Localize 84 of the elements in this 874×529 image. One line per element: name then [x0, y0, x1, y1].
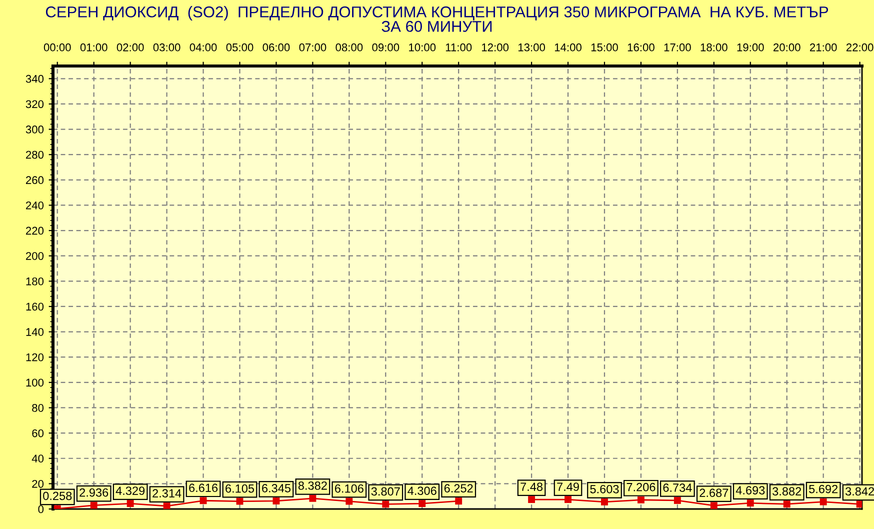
data-label: 4.693 — [736, 486, 765, 494]
x-tick-label: 11:00 — [446, 43, 472, 52]
point — [856, 500, 862, 508]
point — [564, 496, 572, 503]
y-tick-label: 340 — [26, 74, 44, 83]
x-tick-label: 01:00 — [80, 43, 108, 52]
x-tick-label: 22:00 — [846, 43, 874, 52]
x-tick-label: 07:00 — [299, 43, 326, 52]
point — [528, 496, 536, 504]
data-label: 6.252 — [444, 484, 473, 493]
x-tick-label: 04:00 — [190, 43, 217, 52]
data-label: 7.49 — [557, 482, 579, 491]
x-tick-label: 06:00 — [262, 43, 290, 52]
x-tick-label: 19:00 — [737, 43, 764, 52]
data-label: 6.105 — [226, 484, 254, 493]
point — [418, 500, 426, 508]
point — [455, 498, 462, 505]
y-tick-label: 180 — [26, 277, 44, 286]
point — [710, 502, 718, 509]
point — [90, 502, 98, 509]
y-tick-label: 280 — [26, 150, 44, 159]
data-label: 2.936 — [80, 488, 108, 497]
data-label: 6.734 — [663, 484, 692, 492]
point — [382, 500, 390, 508]
x-tick-label: 16:00 — [628, 43, 654, 52]
point — [200, 497, 207, 504]
data-label: 2.314 — [152, 489, 182, 498]
data-label: 8.382 — [298, 481, 327, 490]
data-label: 7.206 — [626, 482, 656, 492]
y-tick-label: 160 — [26, 302, 44, 311]
point — [126, 500, 134, 507]
point — [272, 497, 280, 504]
y-tick-label: 80 — [32, 404, 44, 412]
y-tick-label: 40 — [32, 454, 44, 463]
x-tick-label: 13:00 — [518, 43, 546, 52]
data-label: 7.48 — [520, 482, 543, 491]
point — [820, 498, 827, 506]
data-label: 2.687 — [700, 488, 728, 498]
point — [783, 500, 790, 508]
x-tick-label: 03:00 — [153, 43, 180, 52]
y-tick-label: 320 — [26, 100, 44, 108]
data-label: 3.882 — [772, 487, 802, 496]
x-tick-label: 21:00 — [810, 43, 837, 52]
y-tick-label: 260 — [26, 176, 44, 184]
x-tick-label: 10:00 — [409, 43, 436, 52]
x-tick-label: 05:00 — [226, 43, 254, 52]
data-label: 0.258 — [43, 492, 72, 500]
data-label: 5.692 — [809, 484, 838, 494]
x-tick-label: 15:00 — [591, 43, 618, 52]
data-label: 4.329 — [116, 486, 145, 495]
x-tick-label: 00:00 — [44, 43, 71, 52]
y-tick-label: 20 — [32, 480, 44, 488]
point — [674, 497, 681, 504]
data-label: 6.106 — [335, 484, 364, 493]
data-label: 5.603 — [590, 484, 619, 494]
data-label: 6.616 — [189, 484, 218, 492]
x-tick-label: 17:00 — [664, 43, 691, 52]
x-tick-label: 02:00 — [116, 43, 144, 52]
y-tick-label: 100 — [26, 378, 44, 387]
data-label: 3.842 — [845, 487, 874, 496]
point — [746, 500, 754, 507]
x-tick-label: 18:00 — [700, 43, 728, 52]
point — [309, 494, 316, 502]
x-tick-label: 08:00 — [336, 43, 363, 52]
y-tick-label: 200 — [26, 252, 44, 260]
x-tick-label: 14:00 — [554, 43, 582, 52]
y-tick-label: 60 — [32, 429, 44, 438]
y-tick-label: 220 — [26, 226, 44, 235]
y-tick-label: 240 — [26, 201, 44, 210]
data-label: 3.807 — [371, 487, 400, 496]
data-label: 6.345 — [262, 484, 290, 492]
point — [601, 498, 608, 506]
x-tick-label: 20:00 — [774, 43, 800, 52]
y-tick-label: 0 — [38, 505, 44, 514]
chart-title: СЕРЕН ДИОКСИД (SO2) ПРЕДЕЛНО ДОПУСТИМА КОНЦЕНТРАЦИЯ 350 МИКРОГРАМА НА КУБ. МЕТЪР ЗА 60 МИНУТИ — [46, 6, 828, 32]
y-tick-label: 120 — [26, 353, 44, 362]
x-tick-label: 09:00 — [372, 43, 400, 52]
x-tick-label: 12:00 — [482, 43, 509, 52]
data-label: 4.306 — [408, 486, 436, 495]
y-tick-label: 140 — [26, 328, 44, 336]
point — [637, 496, 644, 504]
y-tick-label: 300 — [26, 126, 44, 134]
point — [346, 498, 353, 505]
point — [163, 502, 170, 509]
